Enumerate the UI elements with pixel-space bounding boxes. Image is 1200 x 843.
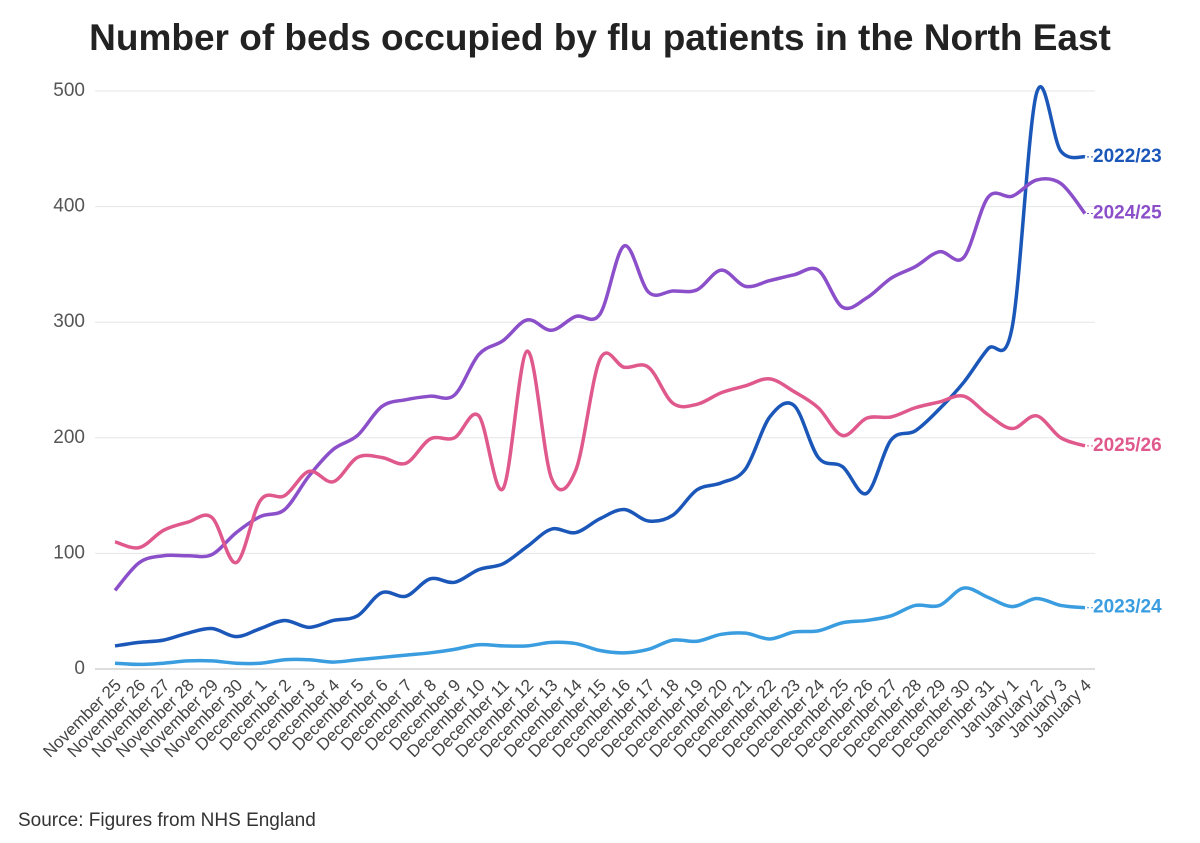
legend-label: 2025/26 [1093, 435, 1162, 456]
y-tick-label: 300 [53, 311, 85, 332]
series-line [113, 176, 1087, 592]
y-tick-label: 400 [53, 196, 85, 217]
series-line [114, 586, 1086, 667]
legend-label: 2022/23 [1093, 146, 1162, 167]
source-note: Source: Figures from NHS England [18, 810, 316, 831]
legend-label: 2024/25 [1093, 203, 1162, 224]
y-tick-label: 100 [53, 542, 85, 563]
legend-label: 2023/24 [1093, 597, 1162, 618]
chart-title: Number of beds occupied by flu patients … [89, 17, 1111, 58]
y-tick-label: 500 [53, 80, 85, 101]
y-tick-label: 0 [74, 658, 85, 679]
y-tick-label: 200 [53, 427, 85, 448]
series-line [114, 349, 1086, 565]
series-line [114, 85, 1086, 648]
